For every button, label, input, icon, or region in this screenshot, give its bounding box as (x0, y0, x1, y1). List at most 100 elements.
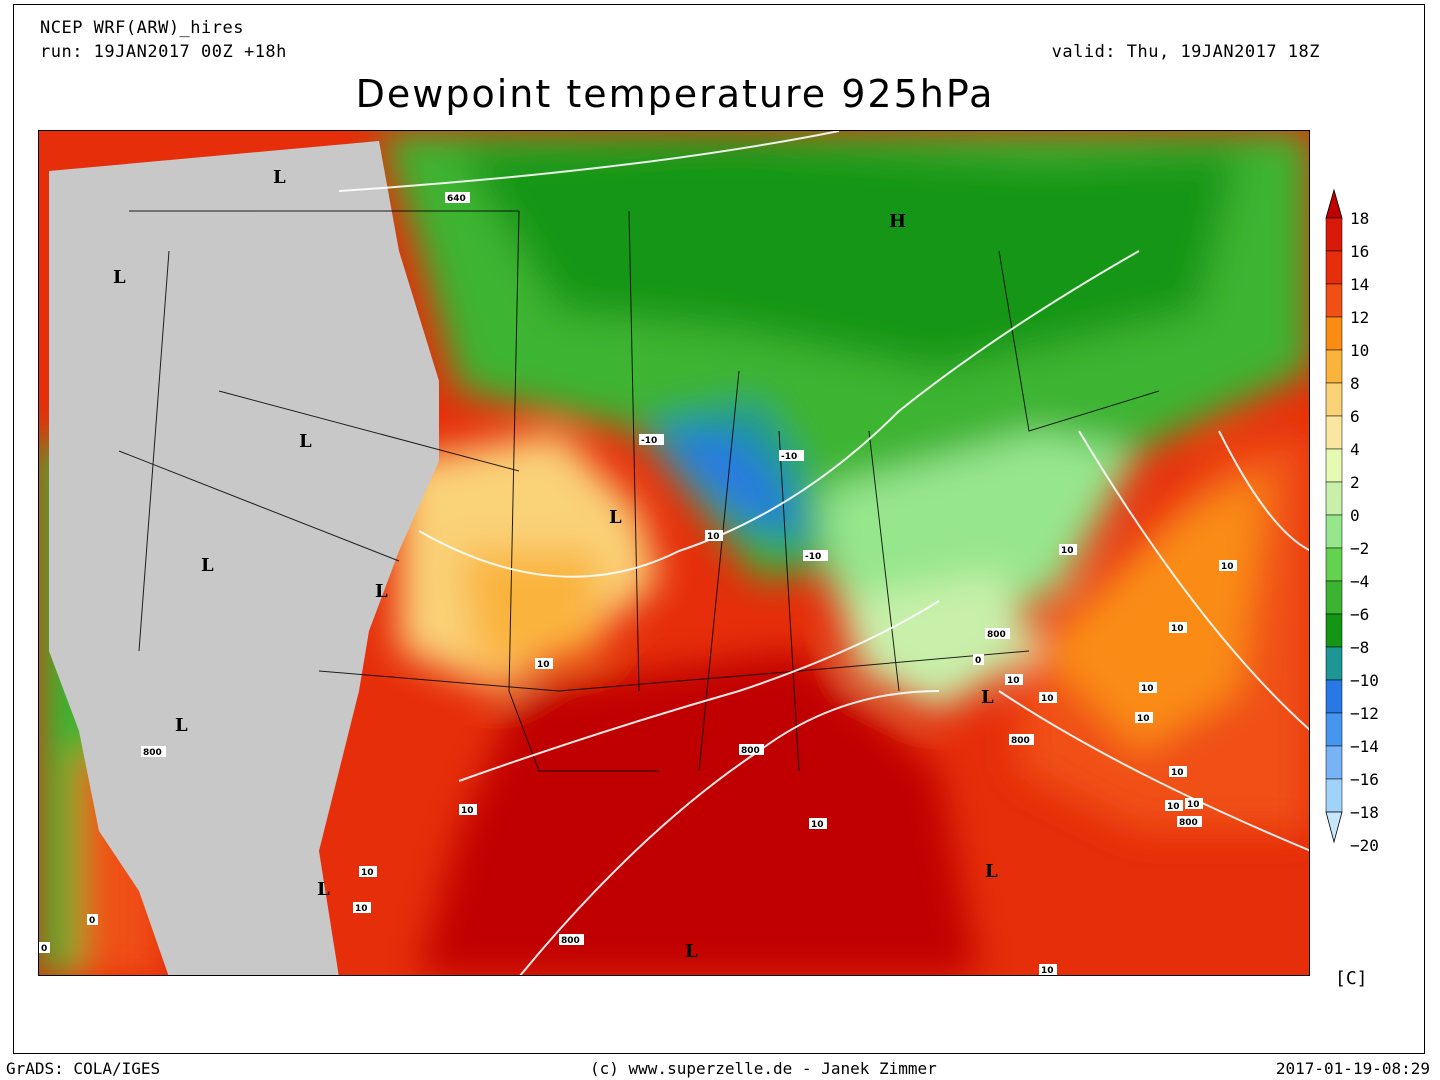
colorbar-tick-label: 10 (1350, 341, 1369, 360)
colorbar-bin (1325, 283, 1343, 318)
colorbar-bin (1325, 448, 1343, 483)
contour-label: 10 (459, 804, 477, 816)
colorbar-unit: [C] (1335, 968, 1368, 989)
svg-text:10: 10 (1221, 562, 1234, 572)
contour-label: 10 (535, 658, 553, 670)
low-pressure-label: L (175, 715, 188, 736)
colorbar-tick-label: −2 (1350, 539, 1369, 558)
colorbar-bin (1325, 547, 1343, 582)
colorbar-top-arrow (1325, 188, 1343, 219)
colorbar-bin (1325, 580, 1343, 615)
svg-text:10: 10 (1141, 684, 1154, 694)
svg-text:10: 10 (361, 868, 374, 878)
colorbar-tick-label: 0 (1350, 506, 1360, 525)
colorbar-bin (1325, 712, 1343, 747)
model-name: NCEP WRF(ARW)_hires (40, 18, 244, 38)
field-atlantic-light (1039, 471, 1269, 751)
svg-text:0: 0 (41, 944, 47, 954)
low-pressure-label: L (317, 879, 330, 900)
svg-text:-10: -10 (641, 436, 657, 446)
low-pressure-label: L (685, 941, 698, 962)
svg-text:800: 800 (987, 630, 1006, 640)
colorbar-tick-label: −10 (1350, 671, 1379, 690)
colorbar-tick-label: 6 (1350, 407, 1360, 426)
field-plains-orange (459, 551, 599, 671)
svg-text:10: 10 (1061, 546, 1074, 556)
colorbar-bin (1325, 646, 1343, 681)
contour-label: 800 (739, 744, 764, 756)
svg-text:800: 800 (1179, 818, 1198, 828)
svg-text:800: 800 (1011, 736, 1030, 746)
low-pressure-label: L (113, 267, 126, 288)
contour-label: 0 (87, 914, 98, 926)
colorbar-tick-label: −18 (1350, 803, 1379, 822)
valid-time: valid: Thu, 19JAN2017 18Z (1051, 42, 1320, 62)
contour-label: 10 (1135, 712, 1153, 724)
colorbar-tick-label: −4 (1350, 572, 1369, 591)
field-cold-blue (659, 431, 799, 531)
colorbar-bin (1325, 415, 1343, 450)
figure-frame (13, 4, 1425, 1054)
colorbar-bin (1325, 382, 1343, 417)
footer-copyright: (c) www.superzelle.de - Janek Zimmer (590, 1059, 937, 1078)
colorbar-bin (1325, 745, 1343, 780)
colorbar-tick-label: −6 (1350, 605, 1369, 624)
contour-label: 10 (1185, 798, 1203, 810)
contour-label: 640 (445, 192, 470, 204)
colorbar-bin (1325, 778, 1343, 813)
field-16 (419, 651, 979, 975)
svg-text:800: 800 (741, 746, 760, 756)
map-title: Dewpoint temperature 925hPa (355, 72, 995, 116)
contour-label: 0 (973, 654, 984, 666)
contour-label: -10 (803, 550, 828, 562)
colorbar-bin (1325, 481, 1343, 516)
low-pressure-label: L (985, 861, 998, 882)
colorbar: 18 16 14 12 10 8 6 4 2 0 −2 −4 −6 −8 −10 −12 −14 −16 −18 −2… (1325, 188, 1379, 855)
colorbar-tick-label: −12 (1350, 704, 1379, 723)
contour-label: 10 (1139, 682, 1157, 694)
contour-label: 800 (1009, 734, 1034, 746)
contour-label: 10 (809, 818, 827, 830)
contour-label: 800 (559, 934, 584, 946)
colorbar-tick-label: 2 (1350, 473, 1360, 492)
contour-label: 10 (1005, 674, 1023, 686)
svg-text:10: 10 (811, 820, 824, 830)
contour-label: 800 (985, 628, 1010, 640)
colorbar-tick-label: 14 (1350, 275, 1369, 294)
map-canvas: L L L L L L L L L L L H 640 -10 -10 -10 10 10 10 10 10 10 10 10… (39, 131, 1309, 975)
colorbar-tick-label: 16 (1350, 242, 1369, 261)
isobars (338, 131, 1309, 975)
contour-label: 800 (1177, 816, 1202, 828)
colorbar-bin (1325, 250, 1343, 285)
contour-label: 10 (359, 866, 377, 878)
svg-text:640: 640 (447, 194, 466, 204)
colorbar-bin (1325, 514, 1343, 549)
contour-label: 10 (1059, 544, 1077, 556)
contour-label: 10 (353, 902, 371, 914)
colorbar-tick-label: −14 (1350, 737, 1379, 756)
svg-text:10: 10 (1171, 624, 1184, 634)
svg-text:10: 10 (707, 532, 720, 542)
svg-text:10: 10 (537, 660, 550, 670)
field-green-dark (459, 141, 1239, 371)
map-panel: L L L L L L L L L L L H 640 -10 -10 -10 10 10 10 10 10 10 10 10… (38, 130, 1310, 976)
contour-label: 10 (1219, 560, 1237, 572)
colorbar-tick-label: 8 (1350, 374, 1360, 393)
footer-timestamp: 2017-01-19-08:29 (1275, 1059, 1430, 1078)
colorbar-bin (1325, 679, 1343, 714)
contour-label: 10 (1165, 800, 1183, 812)
low-pressure-label: L (981, 687, 994, 708)
svg-text:0: 0 (975, 656, 981, 666)
svg-text:0: 0 (89, 916, 95, 926)
high-pressure-label: H (889, 211, 906, 232)
contour-label: 10 (1169, 622, 1187, 634)
svg-text:10: 10 (1167, 802, 1180, 812)
contour-label: 10 (1039, 964, 1057, 975)
low-pressure-label: L (609, 507, 622, 528)
boundaries (118, 210, 1160, 772)
contour-label: 800 (141, 746, 166, 758)
colorbar-bottom-arrow (1325, 811, 1343, 844)
colorbar-bin (1325, 316, 1343, 351)
svg-text:10: 10 (1137, 714, 1150, 724)
svg-text:-10: -10 (805, 552, 821, 562)
